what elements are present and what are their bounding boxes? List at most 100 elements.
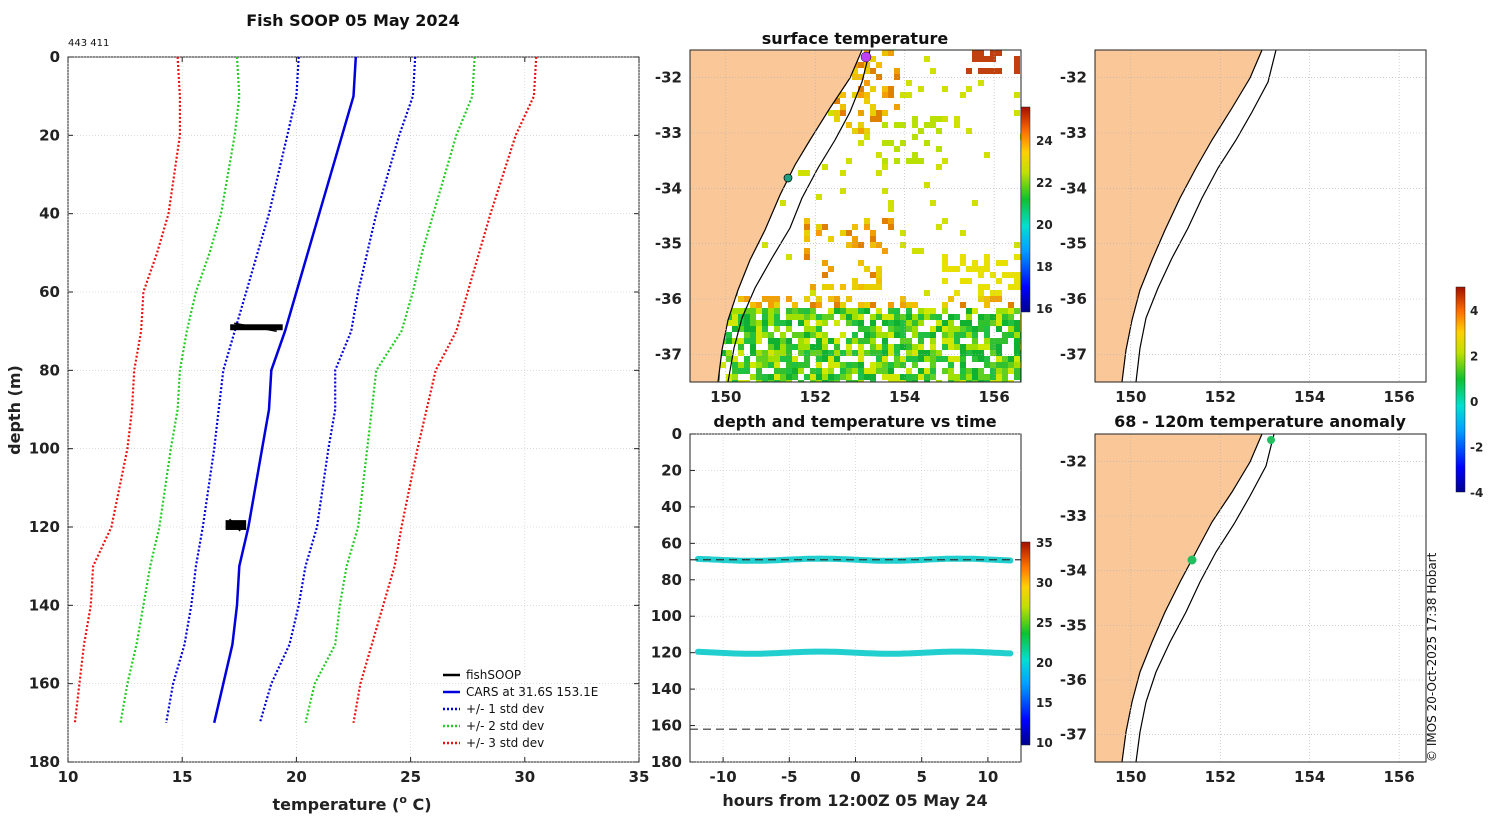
sst-pixel [930,362,936,368]
sst-pixel [960,92,966,98]
sst-pixel [768,332,774,338]
sst-pixel [930,374,936,380]
sst-pixel [822,338,828,344]
sst-pixel [972,56,978,62]
sst-pixel [768,356,774,362]
sst-pixel [954,380,960,382]
sst-pixel [888,380,894,382]
sst-pixel [990,344,996,350]
sst-pixel [840,284,846,290]
sst-pixel [978,326,984,332]
sst-pixel [900,344,906,350]
sst-pixel [864,326,870,332]
sst-pixel [972,344,978,350]
sst-pixel [906,356,912,362]
sst-pixel [810,284,816,290]
sst-pixel [1008,368,1014,374]
sst-pixel [876,350,882,356]
sst-pixel [876,116,882,122]
sst-pixel [858,368,864,374]
sst-pixel [948,320,954,326]
sst-pixel [858,314,864,320]
map-grid [1095,434,1426,762]
map-y-ticks: -32 -33 -34 -35 -36 -37 [1060,452,1087,743]
sst-pixel [804,230,810,236]
sst-pixel [990,50,996,56]
surface-temperature-map: surface temperature -32 -33 -34 -35 -36 … [655,29,1053,406]
sst-pixel [738,362,744,368]
sst-pixel [804,308,810,314]
sst-pixel [948,326,954,332]
sst-pixel [900,314,906,320]
sst-pixel [978,68,984,74]
sst-pixel [948,356,954,362]
sst-pixel [972,332,978,338]
sst-pixel [930,350,936,356]
station-marker [783,173,793,183]
sst-pixel [936,326,942,332]
sst-pixel [798,380,804,382]
map-xtick: 156 [1384,768,1415,786]
sst-pixel [912,152,918,158]
series-line--3-std-dev [352,56,538,723]
sst-pixel [840,308,846,314]
sst-pixel [774,368,780,374]
depth-time-colorbar [1020,541,1031,746]
sst-pixel [852,284,858,290]
sst-pixel [888,320,894,326]
sst-pixel [996,260,1002,266]
sst-pixel [816,374,822,380]
sst-pixel [1008,332,1014,338]
sst-pixel [852,308,858,314]
sst-pixel [828,314,834,320]
blank-map: -32 -33 -34 -35 -36 -37 150 152 154 156 [1060,49,1427,406]
profile-chart: 0 20 40 60 80 100 120 140 160 180 10 15 … [5,48,649,814]
sst-pixel [870,116,876,122]
sst-pixel [804,332,810,338]
sst-pixel [852,92,858,98]
sst-pixel [930,356,936,362]
profile-ytick: 140 [29,596,60,614]
sst-pixel [840,314,846,320]
map-x-ticks: 150 152 154 156 [1115,768,1415,786]
sst-pixel [852,320,858,326]
sst-pixel [756,356,762,362]
sst-pixel [978,284,984,290]
sst-pixel [798,368,804,374]
sst-pixel [948,362,954,368]
sst-pixel [876,272,882,278]
depth-time-xlabel: hours from 12:00Z 05 May 24 [722,791,987,810]
sst-pixel [768,302,774,308]
sst-pixel [786,344,792,350]
sst-pixel [972,368,978,374]
sst-pixel [756,320,762,326]
colorbar-tick: 2 [1470,350,1478,364]
sst-pixel [780,368,786,374]
sst-pixel [888,332,894,338]
sst-pixel [1008,308,1014,314]
sst-pixel [978,266,984,272]
series-line--1-std-dev [165,56,300,723]
sst-pixel [774,302,780,308]
map-ytick: -37 [1060,726,1087,744]
sst-pixel [912,314,918,320]
sst-pixel [828,362,834,368]
sst-pixel [876,242,882,248]
sst-pixel [1002,338,1008,344]
sst-pixel [864,284,870,290]
sst-pixel [870,230,876,236]
sst-pixel [912,344,918,350]
sst-pixel [876,326,882,332]
sst-pixel [804,344,810,350]
anomaly-point [1187,555,1197,565]
sst-pixel [966,320,972,326]
sst-pixel [1014,350,1020,356]
series-line--1-std-dev [258,56,417,724]
sst-pixel [882,86,888,92]
sst-pixel [978,344,984,350]
sst-pixel [942,254,948,260]
sst-pixel [960,320,966,326]
isobath-line [1135,434,1275,762]
dt-xtick: 5 [916,768,926,786]
sst-pixel [990,56,996,62]
